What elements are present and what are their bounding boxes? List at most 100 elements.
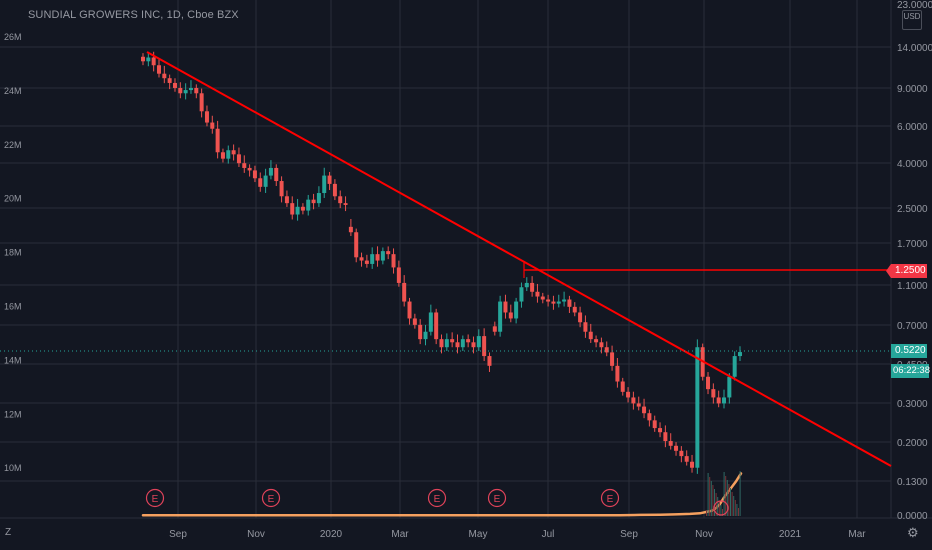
volume-bar	[726, 480, 728, 516]
price-axis: 14.0000 9.0000 6.0000 4.0000 2.5000 1.7000 1.1…	[897, 0, 932, 522]
candle-body	[359, 257, 364, 261]
volume-tick-label: 12M	[4, 409, 22, 419]
price-tick-label: 14.0000	[897, 43, 932, 54]
time-tick-label: Jul	[542, 529, 555, 540]
candle-body	[146, 57, 151, 62]
candle-body	[226, 150, 231, 159]
time-tick-label: Sep	[620, 529, 638, 540]
volume-bar	[710, 481, 712, 516]
candle-body	[711, 389, 716, 398]
price-tick-label: 0.1300	[897, 477, 928, 488]
candle-body	[215, 128, 220, 153]
zoom-button[interactable]: Z	[5, 527, 12, 538]
descending-trendline	[146, 51, 892, 467]
volume-bar	[706, 510, 707, 516]
volume-tick-label: 24M	[4, 86, 22, 96]
candle-body	[636, 403, 641, 407]
candle-body	[162, 73, 167, 79]
candle-body	[482, 336, 487, 357]
candle-body	[487, 356, 492, 366]
candle-body	[348, 226, 353, 233]
candle-body	[295, 206, 300, 215]
candle-body	[167, 78, 172, 83]
candle-body	[311, 199, 316, 204]
candle-body	[268, 167, 273, 176]
candle-body	[418, 324, 423, 340]
earnings-marker-circle	[713, 500, 729, 516]
candle-body	[674, 445, 679, 451]
candle-body	[594, 339, 599, 343]
candle-body	[407, 301, 412, 319]
last-price-tag: 0.5220	[891, 344, 927, 358]
candle-body	[530, 282, 535, 292]
price-candles	[141, 51, 742, 516]
price-tick-label: 23.0000	[897, 0, 932, 11]
bar-countdown-tag: 06:22:38	[891, 364, 930, 378]
candle-body	[535, 291, 540, 297]
earnings-marker-circle	[427, 488, 447, 508]
candle-body	[551, 301, 556, 304]
candle-body	[727, 376, 732, 398]
candle-body	[610, 352, 615, 366]
candle-body	[343, 203, 348, 205]
volume-bar	[707, 473, 709, 516]
candle-body	[428, 312, 433, 332]
candle-body	[583, 322, 588, 332]
volume-tick-label: 26M	[4, 32, 22, 42]
candle-body	[578, 312, 583, 323]
volume-bar	[738, 508, 739, 516]
candle-body	[599, 342, 604, 348]
candle-body	[204, 111, 209, 123]
candle-body	[508, 312, 513, 319]
candle-body	[668, 441, 673, 446]
candle-body	[738, 352, 742, 357]
candle-body	[338, 196, 343, 204]
time-axis: Sep Nov 2020 Mar May Jul Sep Nov 2021 Mar	[169, 529, 866, 540]
volume-bar	[734, 500, 736, 516]
candle-body	[642, 406, 647, 414]
volume-bar	[739, 471, 741, 516]
gear-icon[interactable]: ⚙	[907, 525, 919, 540]
volume-bar	[730, 488, 731, 516]
price-tick-label: 9.0000	[897, 84, 928, 95]
earnings-marker-circle	[261, 488, 281, 508]
earnings-marker-circle	[145, 488, 165, 508]
time-tick-label: Nov	[247, 529, 265, 540]
candle-body	[247, 167, 252, 171]
price-tick-label: 6.0000	[897, 122, 928, 133]
volume-bar	[731, 492, 733, 516]
price-tick-label: 0.2000	[897, 438, 928, 449]
candle-body	[231, 150, 236, 155]
volume-tick-label: 14M	[4, 355, 22, 365]
time-tick-label: May	[469, 529, 488, 540]
time-tick-label: 2020	[320, 529, 343, 540]
candle-body	[332, 183, 337, 197]
candle-body	[626, 391, 631, 398]
volume-tick-label: 16M	[4, 302, 22, 312]
volume-bar	[733, 496, 735, 516]
candle-body	[658, 428, 663, 433]
candle-body	[252, 170, 257, 179]
currency-button[interactable]: USD	[902, 10, 922, 30]
earnings-marker-label: E	[152, 494, 159, 505]
candle-body	[370, 254, 375, 264]
candle-body	[284, 196, 289, 204]
candle-body	[258, 178, 263, 187]
candle-body	[327, 175, 332, 184]
candle-body	[178, 87, 183, 94]
candle-body	[663, 432, 668, 442]
volume-ma-path	[141, 472, 743, 517]
candle-body	[274, 167, 279, 182]
candle-body	[615, 365, 620, 382]
time-tick-label: 2021	[779, 529, 802, 540]
candle-body	[423, 331, 428, 340]
price-tick-label: 2.5000	[897, 204, 928, 215]
candle-body	[620, 381, 625, 392]
candle-body	[183, 90, 188, 94]
candle-body	[279, 181, 284, 197]
candle-body	[732, 356, 737, 377]
candle-body	[290, 203, 295, 215]
candle-body	[380, 251, 385, 261]
